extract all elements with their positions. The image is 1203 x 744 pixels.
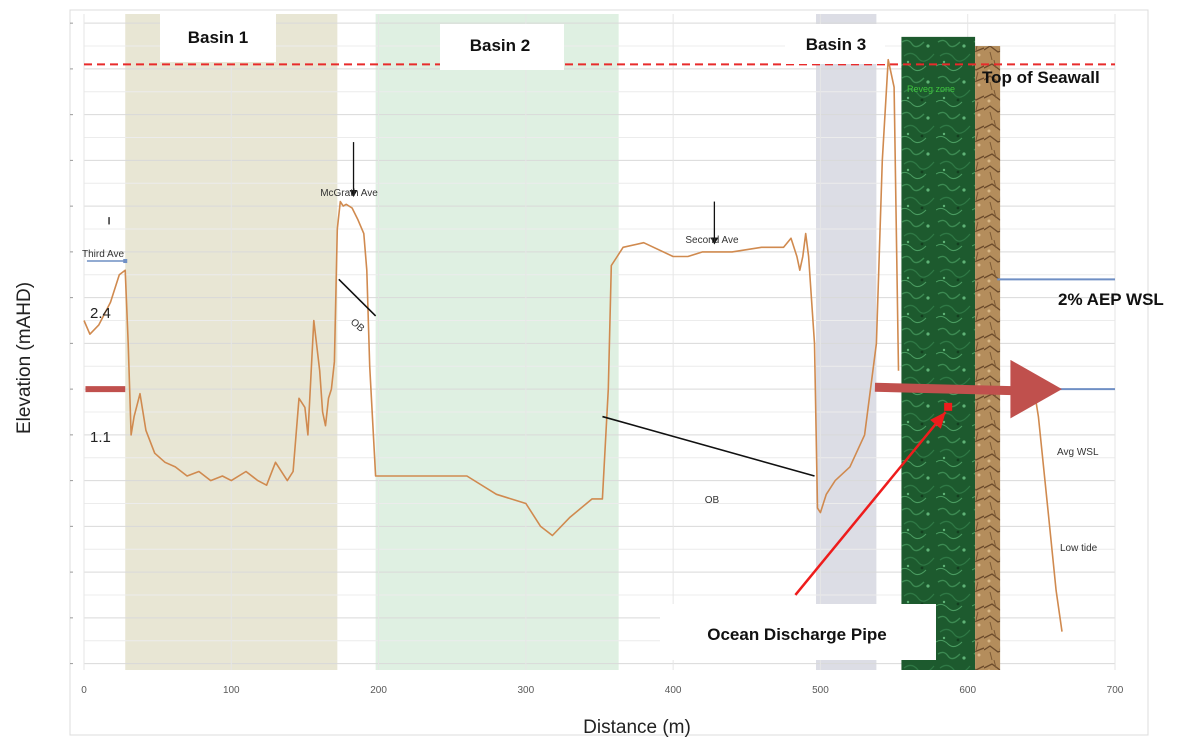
pipe-arrowhead [930,411,946,429]
basin3-label-box [785,24,885,64]
x-tick-label: 0 [81,685,87,696]
x-tick-label: 300 [518,685,535,696]
profile-series-1 [83,58,900,537]
ob-line-middle [602,415,815,477]
profile-series-2 [1033,388,1063,632]
second-ave-pointer-head [710,237,719,245]
reveg-zone [901,36,976,670]
x-tick-label: 600 [959,685,976,696]
ocean-discharge-pipe-label-box [660,604,936,660]
basin1-label-box [160,14,276,62]
ob-label-middle: OB [705,495,720,506]
avg-wsl-label: Avg WSL [1057,447,1099,458]
aep-wsl-label: 2% AEP WSL [1058,290,1164,309]
discharge-flow-arrowhead [1010,359,1062,419]
y-axis-title: Elevation (mAHD) [14,282,35,434]
basin2-label: Basin 2 [470,36,530,55]
x-tick-label: 100 [223,685,240,696]
pipe-outlet-marker [944,402,953,411]
basin2-label-box [440,24,564,70]
ocean-discharge-pipe-label: Ocean Discharge Pipe [707,625,887,644]
seawall-rock-zone [975,46,1001,670]
gridlines [83,14,1116,670]
low-tide-label: Low tide [1060,543,1098,554]
profile-lines [83,58,1063,632]
top-of-seawall-label: Top of Seawall [982,68,1100,87]
ob-line-left [338,278,377,317]
y-value-label-2-4: 2.4 [90,305,111,322]
mcgrath-ave-label: McGrath Ave [320,188,378,199]
x-tick-label: 200 [370,685,387,696]
reveg-zone-label: Reveg zone [907,84,955,94]
annotation-overlays [85,142,1062,596]
x-tick-label: 400 [665,685,682,696]
second-ave-label: Second Ave [685,235,739,246]
pipe-arrow-shaft [794,411,947,596]
basin-band-2 [375,14,619,670]
wsl-2-4-point [123,259,128,264]
discharge-flow-arrow-shaft [874,382,1027,396]
basin3-label: Basin 3 [806,35,866,54]
y-value-label-1-1: 1.1 [90,429,111,446]
x-axis-title: Distance (m) [583,717,691,738]
x-tick-label: 500 [812,685,829,696]
vegetation-and-rock-zones [901,36,1001,670]
x-axis-ticks: 0 100 200 300 400 500 600 700 [70,22,1124,696]
x-tick-label: 700 [1107,685,1124,696]
basin1-label: Basin 1 [188,28,248,47]
third-ave-label: Third Ave [82,249,124,260]
mcgrath-ave-pointer-head [349,189,358,197]
basin-band-3 [816,14,877,670]
